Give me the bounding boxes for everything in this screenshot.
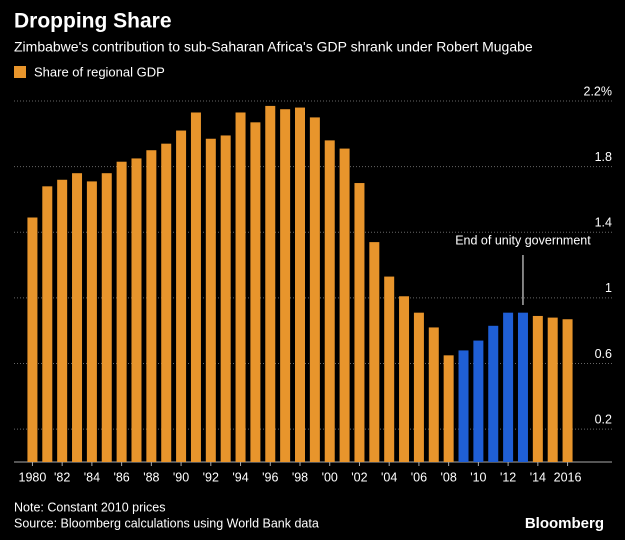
x-tick-label: '06	[411, 470, 427, 484]
chart-subtitle: Zimbabwe's contribution to sub-Saharan A…	[14, 39, 533, 55]
legend-label: Share of regional GDP	[34, 64, 165, 79]
x-tick-label: '14	[530, 470, 546, 484]
bar	[532, 315, 543, 462]
x-tick-label: '12	[500, 470, 516, 484]
legend-swatch	[14, 66, 26, 78]
x-tick-label: '86	[113, 470, 129, 484]
bar	[443, 355, 454, 462]
bar	[413, 312, 424, 462]
bar	[384, 276, 395, 462]
bar	[354, 183, 365, 462]
x-tick-label: 1980	[19, 470, 47, 484]
bar	[428, 327, 439, 462]
bar	[547, 317, 558, 462]
x-tick-label: '98	[292, 470, 308, 484]
bar	[280, 109, 291, 463]
bar	[562, 319, 573, 462]
bar	[503, 312, 514, 462]
bar	[161, 143, 172, 462]
x-tick-label: '94	[232, 470, 248, 484]
x-tick-label: '04	[381, 470, 397, 484]
y-tick-label: 1.4	[595, 216, 612, 230]
bar	[295, 107, 305, 463]
bar	[458, 350, 469, 462]
bar	[146, 150, 157, 462]
x-tick-label: '02	[351, 470, 367, 484]
source: Source: Bloomberg calculations using Wor…	[14, 516, 319, 530]
bar	[116, 161, 127, 463]
x-tick-label: '00	[322, 470, 338, 484]
bar	[27, 217, 38, 462]
bar	[176, 130, 187, 462]
bar	[190, 112, 201, 463]
bar	[309, 117, 320, 462]
bar	[101, 173, 112, 462]
bar	[235, 112, 246, 463]
bar	[324, 140, 335, 462]
bar	[339, 148, 350, 462]
bar	[250, 122, 261, 462]
y-tick-label: 1.8	[595, 150, 612, 164]
chart-title: Dropping Share	[14, 10, 172, 33]
x-tick-label: '88	[143, 470, 159, 484]
bar	[57, 179, 68, 462]
bar	[42, 186, 53, 462]
x-tick-label: '96	[262, 470, 278, 484]
bar	[205, 138, 216, 462]
bar	[399, 296, 410, 462]
bar	[86, 181, 97, 462]
bar	[220, 135, 231, 462]
y-tick-label: 1	[605, 281, 612, 295]
x-tick-label: '84	[84, 470, 100, 484]
y-tick-label: 0.6	[595, 347, 612, 361]
bar	[517, 312, 528, 462]
logo: Bloomberg	[525, 515, 604, 532]
x-tick-label: '08	[441, 470, 457, 484]
note: Note: Constant 2010 prices	[14, 500, 165, 514]
x-tick-label: '92	[203, 470, 219, 484]
bar	[473, 340, 484, 462]
y-tick-label: 0.2	[595, 412, 612, 426]
bar	[72, 173, 83, 462]
bar	[369, 242, 380, 462]
x-tick-label: '82	[54, 470, 70, 484]
bar	[131, 158, 142, 462]
x-tick-label: 2016	[554, 470, 582, 484]
y-tick-label: 2.2%	[584, 84, 613, 98]
annotation: End of unity government	[455, 233, 591, 247]
bar	[488, 325, 499, 462]
x-tick-label: '90	[173, 470, 189, 484]
bar	[265, 105, 276, 462]
x-tick-label: '10	[470, 470, 486, 484]
